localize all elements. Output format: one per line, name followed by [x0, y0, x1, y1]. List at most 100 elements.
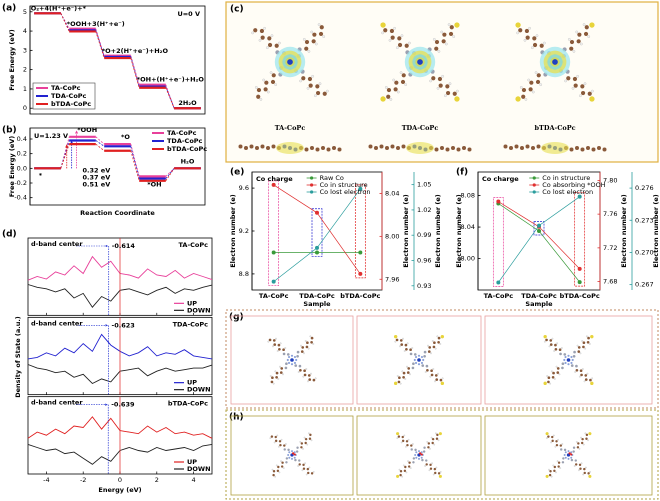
- hydrogen: [427, 344, 429, 347]
- carbon: [389, 28, 395, 34]
- carbon: [319, 25, 324, 30]
- carbon: [521, 94, 526, 99]
- sulfur: [440, 381, 445, 386]
- axis-title: Electron number (e): [455, 194, 463, 268]
- side-atom: [525, 144, 530, 149]
- hydrogen: [558, 373, 561, 376]
- panel-label: (f): [456, 168, 468, 178]
- side-atom: [326, 147, 331, 152]
- carbon: [308, 378, 312, 381]
- side-atom: [337, 147, 342, 152]
- carbon: [274, 43, 279, 48]
- hydrogen: [519, 86, 523, 89]
- carbon: [561, 461, 565, 464]
- carbon: [404, 465, 407, 469]
- y-tick-label: 5: [23, 8, 27, 16]
- hydrogen: [431, 462, 433, 465]
- carbon: [303, 369, 306, 373]
- carbon: [407, 465, 411, 468]
- carbon: [518, 28, 523, 33]
- hydrogen: [312, 471, 315, 473]
- connector: [95, 136, 105, 145]
- hydrogen: [436, 87, 440, 90]
- carbon: [579, 369, 583, 373]
- hydrogen: [576, 344, 579, 347]
- structure-box: [230, 315, 354, 405]
- carbon: [548, 473, 552, 477]
- side-atom: [503, 144, 508, 149]
- hydrogen: [430, 436, 433, 439]
- oxygen: [570, 453, 573, 456]
- carbon: [577, 442, 580, 445]
- carbon: [585, 437, 588, 440]
- hydrogen: [314, 94, 317, 98]
- hydrogen: [583, 380, 586, 383]
- panel-label: (b): [2, 126, 17, 136]
- data-point: [358, 250, 363, 255]
- hydrogen: [274, 83, 277, 86]
- legend-marker: [532, 176, 536, 180]
- carbon: [552, 371, 555, 375]
- x-tick-label: TDA-CoPc: [521, 292, 557, 300]
- hydrogen: [550, 370, 553, 373]
- carbon: [521, 87, 527, 93]
- hydrogen: [560, 347, 563, 349]
- carbon: [409, 348, 412, 352]
- carbon: [448, 31, 454, 37]
- carbon: [551, 435, 554, 439]
- carbon: [524, 28, 530, 34]
- connector: [165, 168, 175, 177]
- hydrogen: [559, 467, 562, 469]
- nitrogen: [567, 363, 570, 366]
- annotation: d-band center: [31, 399, 83, 407]
- carbon: [536, 73, 541, 78]
- carbon: [441, 39, 446, 44]
- side-atom: [321, 146, 325, 150]
- hydrogen: [411, 347, 414, 349]
- hydrogen: [539, 83, 542, 86]
- carbon: [545, 338, 548, 342]
- hydrogen: [276, 350, 279, 352]
- carbon: [570, 458, 574, 462]
- carbon: [412, 362, 415, 366]
- carbon: [306, 341, 309, 345]
- hydrogen: [278, 471, 281, 474]
- carbon: [589, 378, 592, 382]
- side-atom: [591, 147, 596, 152]
- oxygen: [293, 453, 296, 456]
- hydrogen: [555, 471, 557, 474]
- y-tick-label: 9.2: [239, 227, 249, 235]
- hydrogen: [531, 46, 534, 49]
- hydrogen: [396, 437, 399, 439]
- y-tick-label: 8.04: [385, 189, 399, 197]
- highlight-box: [574, 192, 586, 287]
- side-atom: [575, 146, 579, 150]
- sulfur: [543, 381, 547, 386]
- x-axis-title: Energy (eV): [98, 486, 141, 494]
- x-tick-label: TA-CoPc: [484, 292, 514, 300]
- carbon: [429, 463, 432, 467]
- oxygen: [419, 452, 422, 455]
- side-atom: [244, 146, 248, 150]
- y-tick-label: -0.4: [14, 194, 27, 202]
- carbon: [575, 364, 578, 368]
- nitrogen: [418, 457, 420, 460]
- hydrogen: [588, 343, 591, 345]
- hydrogen: [285, 443, 287, 445]
- carbon: [403, 469, 407, 473]
- data-point: [271, 182, 276, 187]
- carbon: [280, 367, 284, 370]
- data-point: [315, 250, 319, 255]
- nitrogen: [415, 451, 418, 454]
- nitrogen: [570, 451, 573, 454]
- nitrogen: [291, 457, 293, 460]
- carbon: [272, 339, 276, 342]
- overpotential-label: 0.51 eV: [83, 180, 111, 188]
- data-point: [315, 210, 319, 215]
- hydrogen: [584, 347, 587, 350]
- carbon: [304, 39, 310, 45]
- legend-label: DOWN: [187, 465, 211, 473]
- hydrogen: [535, 34, 539, 37]
- molecule: [251, 23, 329, 101]
- hydrogen: [553, 350, 556, 352]
